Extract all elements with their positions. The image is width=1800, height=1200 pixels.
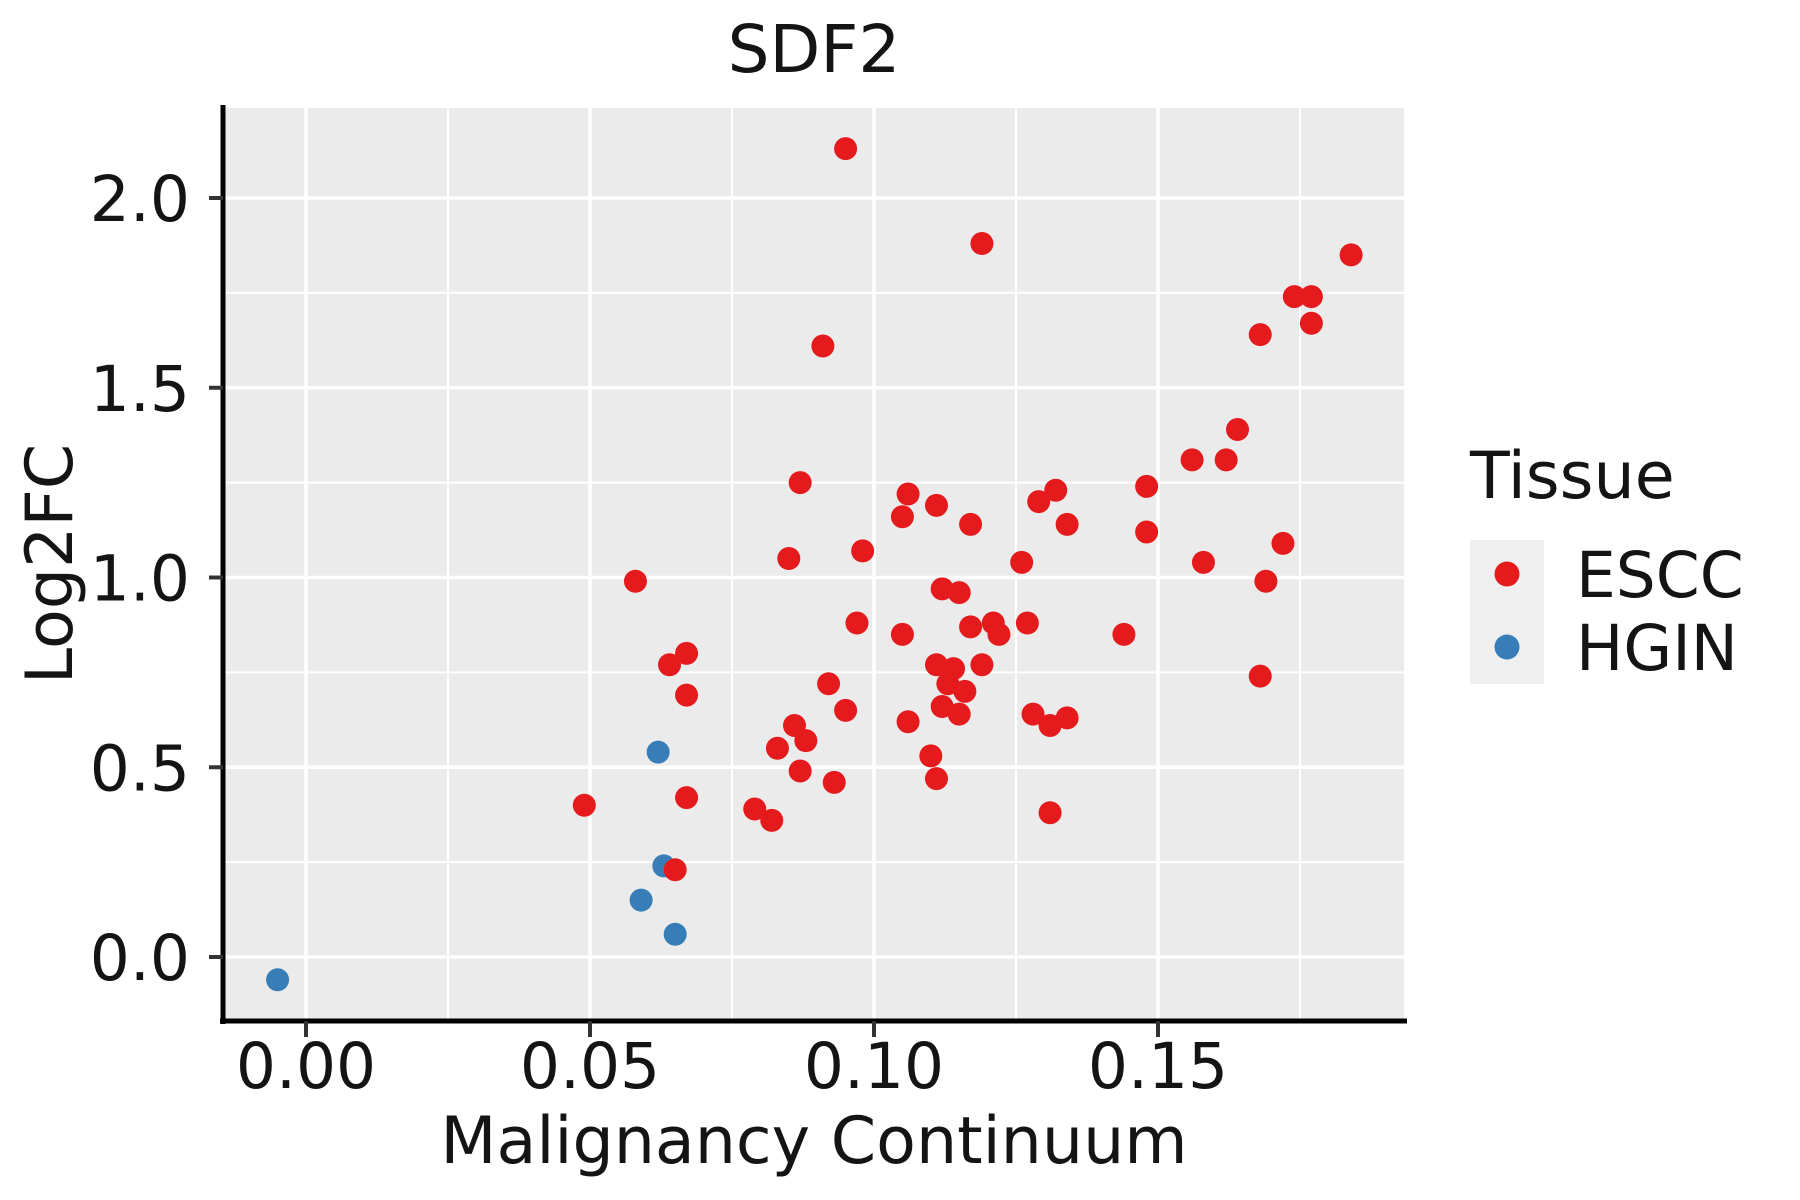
- y-tick-label: 0.5: [90, 732, 190, 805]
- data-point-escc: [1055, 512, 1079, 536]
- legend: Tissue ESCC HGIN: [1469, 439, 1744, 685]
- gridlines-major: [223, 108, 1404, 1021]
- data-point-escc: [1299, 311, 1323, 335]
- data-point-escc: [970, 232, 994, 256]
- data-point-escc: [794, 729, 818, 753]
- data-point-escc: [811, 334, 835, 358]
- legend-swatch-escc: [1494, 561, 1520, 587]
- data-point-escc: [834, 698, 858, 722]
- legend-swatch-hgin: [1494, 634, 1520, 660]
- y-tick-label: 2.0: [90, 163, 190, 236]
- x-tick-label: 0.15: [1088, 1030, 1228, 1103]
- data-point-escc: [1214, 448, 1238, 472]
- data-points: [266, 137, 1363, 992]
- data-point-escc: [663, 858, 687, 882]
- data-point-hgin: [266, 968, 290, 992]
- data-point-escc: [788, 759, 812, 783]
- data-point-escc: [1282, 285, 1306, 309]
- data-point-escc: [765, 736, 789, 760]
- data-point-escc: [845, 611, 869, 635]
- legend-label-escc: ESCC: [1576, 539, 1744, 612]
- legend-label-hgin: HGIN: [1576, 612, 1738, 685]
- data-point-escc: [675, 641, 699, 665]
- data-point-escc: [1135, 520, 1159, 544]
- data-point-escc: [1027, 490, 1051, 514]
- data-point-escc: [924, 767, 948, 791]
- data-point-escc: [896, 710, 920, 734]
- data-point-escc: [1191, 550, 1215, 574]
- data-point-escc: [1044, 478, 1068, 502]
- data-point-escc: [919, 744, 943, 768]
- data-point-escc: [1038, 714, 1062, 738]
- data-point-escc: [760, 808, 784, 832]
- data-point-escc: [675, 683, 699, 707]
- x-tick-label: 0.05: [520, 1030, 660, 1103]
- data-point-escc: [817, 672, 841, 696]
- data-point-escc: [1254, 569, 1278, 593]
- data-point-hgin: [629, 888, 653, 912]
- y-tick-label: 1.5: [90, 353, 190, 426]
- data-point-escc: [959, 512, 983, 536]
- data-point-escc: [890, 622, 914, 646]
- data-point-escc: [970, 653, 994, 677]
- legend-title: Tissue: [1469, 439, 1675, 514]
- data-point-escc: [1010, 550, 1034, 574]
- x-tick-label: 0.10: [804, 1030, 944, 1103]
- data-point-escc: [851, 539, 875, 563]
- data-point-escc: [1112, 622, 1136, 646]
- data-point-escc: [1248, 664, 1272, 688]
- data-point-escc: [959, 615, 983, 639]
- data-point-escc: [1299, 285, 1323, 309]
- data-point-escc: [777, 547, 801, 571]
- data-point-escc: [947, 581, 971, 605]
- y-tick-label: 1.0: [90, 543, 190, 616]
- data-point-escc: [953, 679, 977, 703]
- data-point-escc: [658, 653, 682, 677]
- data-point-escc: [890, 505, 914, 529]
- data-point-escc: [1271, 531, 1295, 555]
- x-axis-title: Malignancy Continuum: [440, 1104, 1187, 1179]
- y-axis-title: Log2FC: [13, 444, 88, 684]
- data-point-escc: [924, 493, 948, 517]
- data-point-escc: [987, 622, 1011, 646]
- data-point-escc: [788, 471, 812, 495]
- data-point-escc: [1135, 474, 1159, 498]
- x-tick-label: 0.00: [236, 1030, 376, 1103]
- data-point-escc: [623, 569, 647, 593]
- data-point-escc: [1180, 448, 1204, 472]
- x-axis-ticks: 0.00 0.05 0.10 0.15: [236, 1021, 1228, 1103]
- y-tick-label: 0.0: [90, 922, 190, 995]
- data-point-escc: [572, 793, 596, 817]
- data-point-escc: [1021, 702, 1045, 726]
- gridlines-minor: [223, 108, 1404, 1021]
- data-point-escc: [1015, 611, 1039, 635]
- data-point-escc: [822, 770, 846, 794]
- y-axis-ticks: 0.0 0.5 1.0 1.5 2.0: [90, 163, 223, 995]
- data-point-escc: [896, 482, 920, 506]
- data-point-hgin: [646, 740, 670, 764]
- data-point-escc: [1339, 243, 1363, 267]
- data-point-escc: [1038, 801, 1062, 825]
- data-point-hgin: [663, 922, 687, 946]
- plot-title: SDF2: [728, 11, 901, 88]
- data-point-escc: [834, 137, 858, 161]
- data-point-escc: [743, 797, 767, 821]
- data-point-escc: [1226, 417, 1250, 441]
- data-point-escc: [675, 786, 699, 810]
- plot-panel: [223, 108, 1404, 1021]
- data-point-escc: [947, 702, 971, 726]
- data-point-escc: [1248, 323, 1272, 347]
